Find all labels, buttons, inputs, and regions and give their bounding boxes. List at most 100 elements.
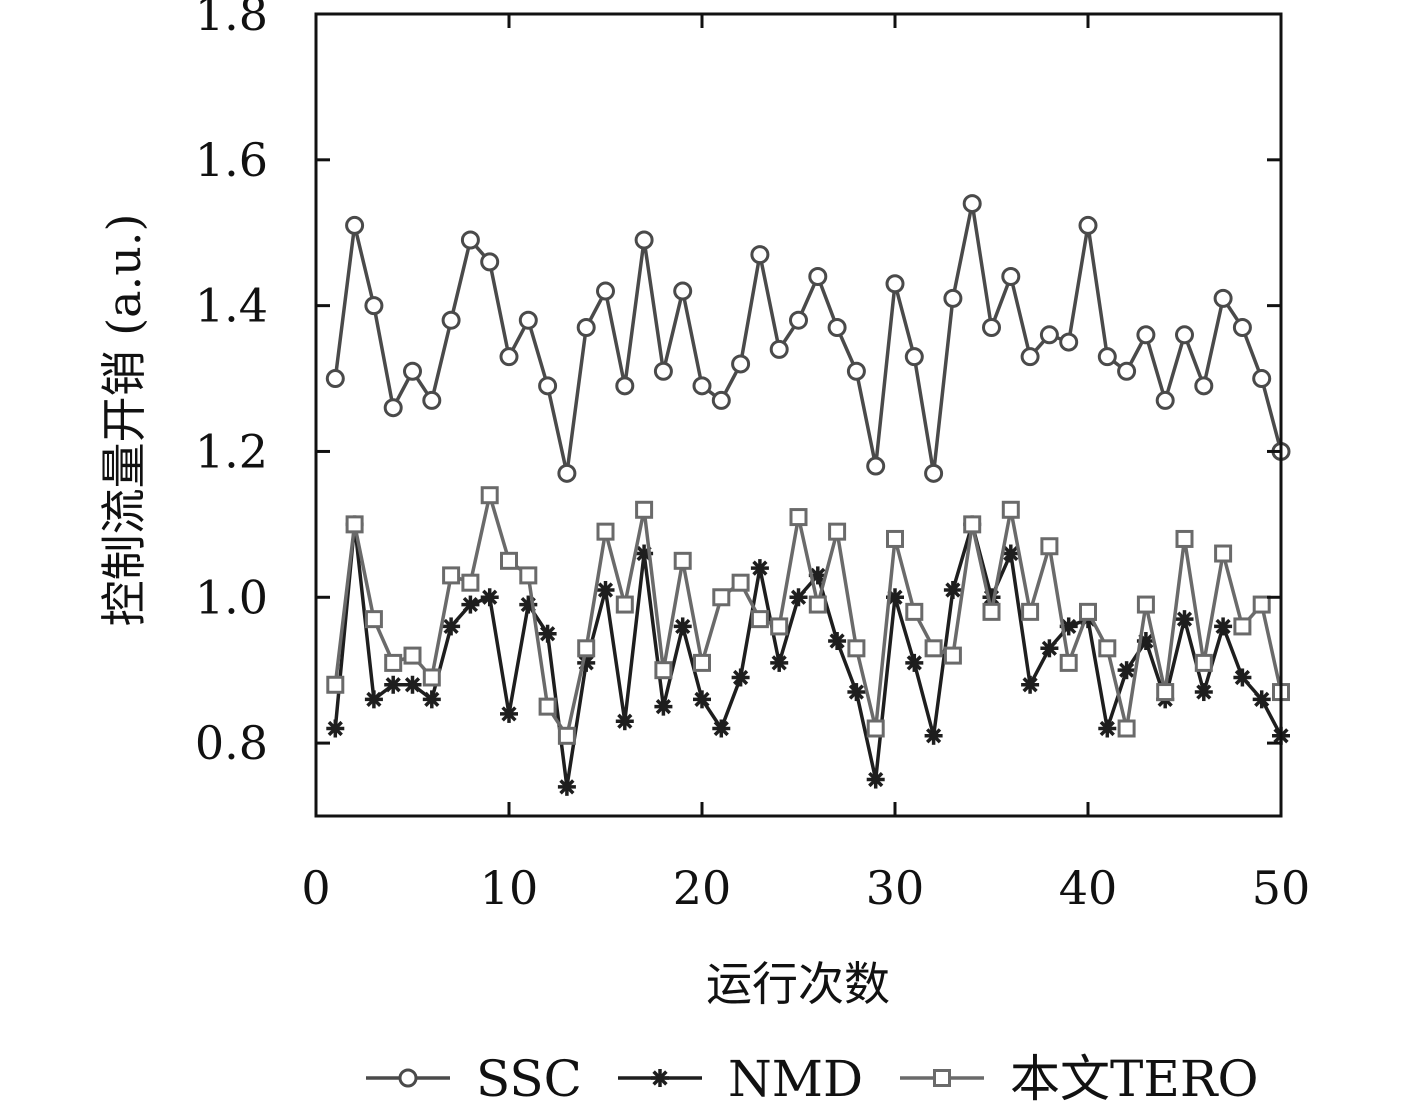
data-point	[866, 719, 885, 738]
data-point	[326, 719, 345, 738]
data-point	[943, 288, 963, 308]
data-point	[615, 712, 634, 731]
data-point	[634, 230, 654, 250]
plot-frame	[314, 12, 1283, 818]
series-circle	[325, 194, 1291, 483]
data-point	[1040, 537, 1059, 556]
data-point	[364, 296, 384, 316]
data-point	[326, 675, 345, 694]
data-point	[1059, 332, 1079, 352]
data-point	[538, 376, 558, 396]
data-point	[770, 653, 789, 672]
data-point	[461, 595, 480, 614]
data-point	[325, 369, 345, 389]
data-point	[770, 617, 789, 636]
data-point	[1039, 325, 1059, 345]
data-point	[364, 610, 383, 629]
data-point	[1117, 719, 1136, 738]
data-point	[1252, 369, 1272, 389]
data-point	[1194, 683, 1213, 702]
data-point	[905, 653, 924, 672]
data-point	[1098, 719, 1117, 738]
data-point	[460, 230, 480, 250]
data-point	[1252, 595, 1271, 614]
data-point	[847, 683, 866, 702]
data-point	[615, 595, 634, 614]
data-point	[345, 515, 364, 534]
legend-item: SSC	[366, 1050, 582, 1108]
data-point	[673, 617, 692, 636]
data-point	[422, 668, 441, 687]
x-tick-label: 10	[480, 861, 539, 915]
data-point	[1156, 683, 1175, 702]
data-point	[403, 646, 422, 665]
data-point	[731, 354, 751, 374]
data-point	[866, 770, 885, 789]
data-point	[576, 318, 596, 338]
data-point	[577, 639, 596, 658]
data-point	[1001, 266, 1021, 286]
data-point	[962, 194, 982, 214]
data-point	[1021, 675, 1040, 694]
y-tick-label: 1.2	[195, 424, 268, 478]
series-line	[333, 493, 1283, 738]
data-point	[712, 719, 731, 738]
data-point	[557, 777, 576, 796]
data-point	[1059, 653, 1078, 672]
data-point	[422, 390, 442, 410]
data-point	[905, 602, 924, 621]
ticks-layer: 0 10 20 30 40 50 0.8 1.0 1.2 1.4 1.6 1.8	[195, 0, 1310, 915]
data-point	[1078, 215, 1098, 235]
data-point	[828, 632, 847, 651]
data-point	[1232, 318, 1252, 338]
legend-marker	[651, 1069, 669, 1087]
data-point	[924, 463, 944, 483]
data-point	[789, 310, 808, 330]
data-point	[711, 390, 731, 410]
data-point	[693, 653, 711, 672]
data-point	[384, 653, 403, 672]
data-point	[750, 559, 769, 578]
data-point	[982, 602, 1001, 621]
y-tick-label: 1.0	[195, 570, 268, 624]
data-point	[654, 661, 673, 680]
data-point	[943, 580, 962, 599]
data-point	[808, 266, 828, 286]
data-point	[364, 690, 383, 709]
data-point	[1233, 617, 1252, 636]
x-axis-title: 运行次数	[706, 957, 890, 1011]
data-point	[866, 456, 886, 476]
data-point	[731, 668, 750, 687]
data-point	[1214, 617, 1233, 636]
y-axis-title: 控制流量开销 (a.u.)	[97, 214, 151, 627]
data-point	[1175, 325, 1194, 345]
data-point	[596, 580, 615, 599]
y-tick-label: 1.6	[195, 133, 268, 187]
data-point	[885, 274, 905, 294]
legend-label: NMD	[728, 1050, 863, 1108]
data-point	[828, 522, 847, 541]
data-point	[403, 361, 422, 381]
x-tick-label: 30	[866, 861, 925, 915]
x-tick-label: 20	[673, 861, 732, 915]
data-point	[1175, 610, 1194, 629]
data-point	[846, 361, 866, 381]
data-point	[924, 639, 943, 658]
data-point	[693, 690, 711, 709]
data-point	[982, 318, 1001, 338]
data-point	[750, 610, 769, 629]
data-point	[1233, 668, 1252, 687]
series-square	[326, 486, 1290, 745]
data-point	[383, 398, 403, 418]
x-tick-label: 50	[1252, 861, 1311, 915]
data-point	[731, 573, 750, 592]
y-tick-label: 0.8	[195, 716, 268, 770]
data-point	[480, 252, 500, 272]
legend-item: NMD	[618, 1050, 863, 1108]
data-point	[963, 515, 982, 534]
data-point	[1021, 602, 1040, 621]
data-point	[500, 551, 518, 570]
series-line	[333, 522, 1283, 789]
data-point	[847, 639, 866, 658]
data-point	[519, 566, 538, 585]
